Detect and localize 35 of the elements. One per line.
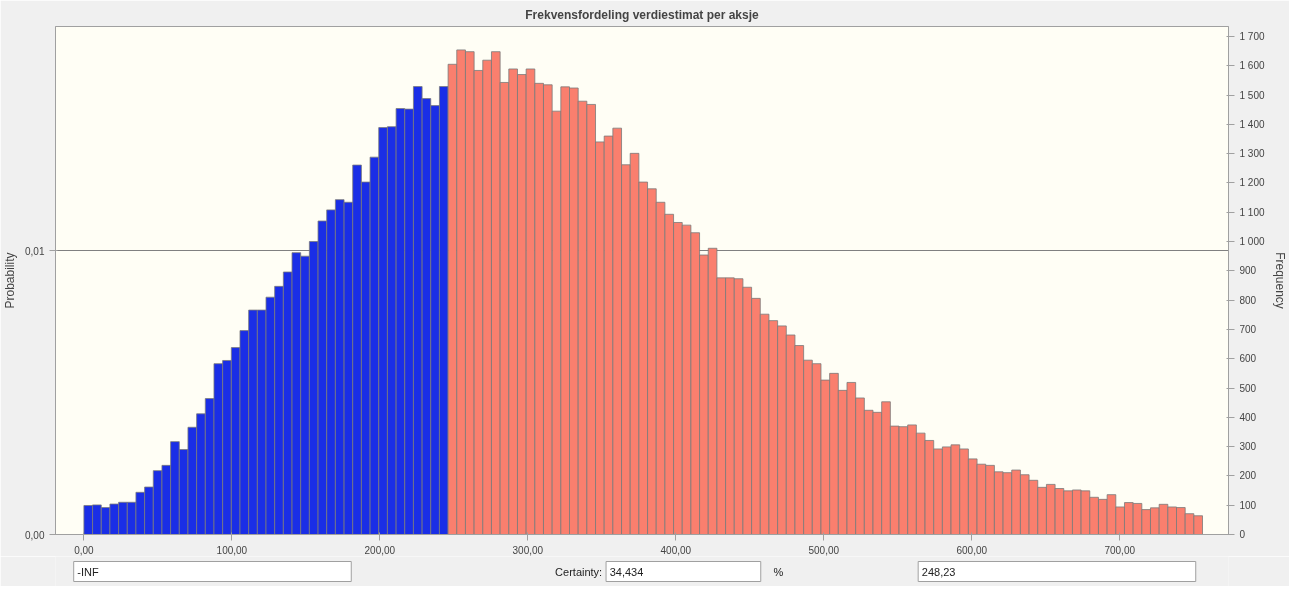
y2-tick-label: 1 500: [1239, 89, 1265, 101]
text: Certainty:: [555, 565, 603, 578]
x-tick-label: 500,00: [808, 544, 840, 556]
x-tick-label: 100,00: [216, 544, 248, 556]
text: 248,23: [921, 565, 956, 578]
x-tick-label: 400,00: [660, 544, 692, 556]
y-tick-label: 0,01: [25, 245, 45, 257]
y2-tick-label: 0: [1239, 529, 1246, 540]
y2-tick-label: 1 200: [1239, 177, 1265, 189]
y2-axis-title: Frequency: [1272, 252, 1287, 309]
y2-tick-label: 700: [1239, 323, 1257, 335]
y2-tick-label: 100: [1239, 499, 1257, 511]
y2-tick-label: 1 300: [1239, 148, 1265, 160]
x-tick-label: 700,00: [1104, 544, 1136, 556]
y-axis-title: Probability: [3, 252, 18, 309]
y2-tick-label: 600: [1239, 353, 1257, 365]
text: %: [773, 565, 784, 578]
y2-tick-label: 200: [1239, 470, 1257, 482]
y2-tick-label: 1 700: [1239, 30, 1265, 42]
y2-tick-label: 1 100: [1239, 206, 1265, 218]
y2-tick-label: 500: [1239, 382, 1257, 394]
y2-tick-label: 1 400: [1239, 118, 1265, 130]
chart-title: Frekvensfordeling verdiestimat per aksje: [525, 7, 760, 22]
y2-tick-label: 400: [1239, 411, 1257, 423]
text: 34,434: [609, 565, 644, 578]
y2-tick-label: 1 000: [1239, 236, 1265, 248]
x-tick-label: 200,00: [364, 544, 396, 556]
x-tick-label: 0,00: [74, 544, 95, 556]
y2-tick-label: 1 600: [1239, 60, 1265, 72]
y2-tick-label: 300: [1239, 441, 1257, 453]
x-tick-label: 600,00: [956, 544, 988, 556]
y2-tick-label: 900: [1239, 265, 1257, 277]
text: -INF: [77, 565, 99, 578]
x-tick-label: 300,00: [512, 544, 544, 556]
y2-tick-label: 800: [1239, 294, 1257, 306]
